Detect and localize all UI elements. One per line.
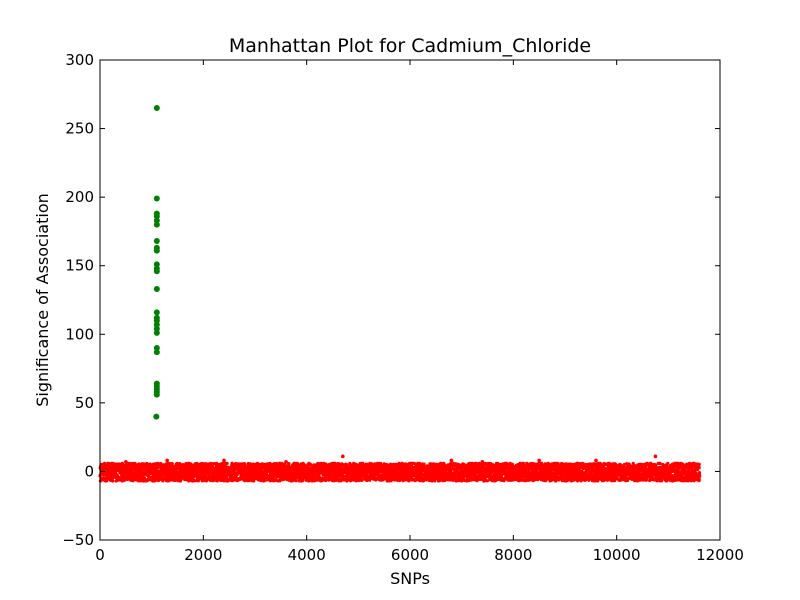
background-point [111, 479, 115, 483]
background-point [609, 462, 613, 466]
background-point [348, 461, 352, 465]
background-point [450, 464, 454, 468]
background-point [252, 479, 256, 483]
chart-title: Manhattan Plot for Cadmium_Chloride [229, 35, 591, 57]
background-point [122, 478, 127, 482]
background-point [477, 461, 481, 465]
plot-area [98, 59, 721, 541]
background-point [225, 461, 229, 465]
background-point [309, 463, 313, 467]
background-point [485, 479, 489, 483]
background-point [136, 475, 140, 479]
background-point [170, 462, 174, 466]
background-point [194, 479, 198, 483]
background-point [265, 470, 269, 475]
background-point [360, 478, 364, 482]
background-point [544, 478, 548, 482]
background-point [301, 479, 305, 483]
background-point [117, 462, 122, 466]
background-point [524, 467, 528, 471]
background-point [204, 479, 208, 483]
background-point [294, 479, 298, 483]
background-point [287, 462, 291, 466]
background-point [324, 462, 328, 466]
background-point [361, 461, 365, 465]
background-points [98, 454, 702, 483]
background-point [242, 462, 246, 466]
background-point [348, 479, 353, 483]
background-point [168, 471, 172, 475]
